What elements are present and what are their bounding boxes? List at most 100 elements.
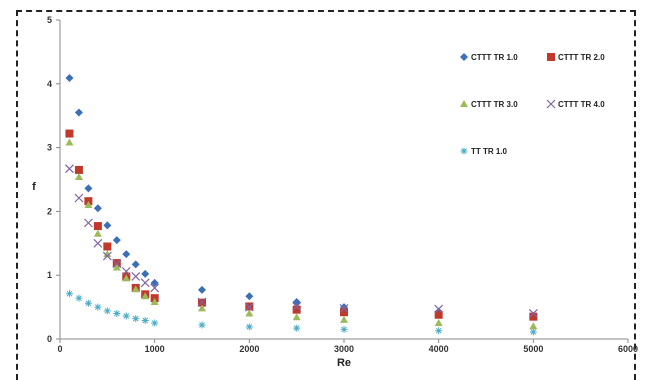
y-tick-label: 0 [47,334,52,344]
data-point [65,74,74,83]
data-point [112,263,121,271]
data-point [93,204,102,213]
y-tick-label: 2 [47,206,52,216]
data-point [198,285,206,294]
data-point [141,292,150,300]
data-point [132,315,140,323]
data-point [83,218,93,228]
x-tick-label: 3000 [334,344,354,354]
data-point [150,278,159,287]
data-point [151,319,159,327]
legend-marker [460,100,468,107]
data-point [102,251,112,261]
data-point [93,222,102,231]
x-tick-label: 6000 [618,344,638,354]
legend-entry: CTTT TR 1.0 [460,53,518,62]
data-point [103,221,112,230]
data-point [244,302,254,312]
legend-label: CTTT TR 2.0 [558,53,605,62]
data-point [435,327,443,335]
data-point [434,319,443,327]
data-point [293,324,301,332]
data-point [74,165,83,174]
data-point [340,315,348,323]
data-point [292,313,301,321]
data-point [112,236,121,245]
data-point [140,278,150,288]
legend-label: CTTT TR 1.0 [471,53,518,62]
data-point [340,308,348,317]
x-tick-label: 2000 [239,344,259,354]
data-point [292,305,301,314]
data-point [84,299,92,307]
data-point [131,285,140,293]
legend-entry: CTTT TR 2.0 [547,53,605,62]
series-4 [65,164,538,318]
data-point [65,138,74,146]
data-point [84,184,93,193]
data-point [198,321,206,329]
data-point [65,164,74,174]
axes: 0 1 2 3 4 5 0 1000 2000 3000 4000 5000 6000 [47,15,638,354]
y-tick-label: 4 [47,79,52,89]
data-point [131,260,140,269]
legend-label: CTTT TR 4.0 [558,100,605,109]
data-point [434,304,444,314]
data-point [93,229,102,237]
data-point [245,323,253,331]
data-point [94,303,102,311]
legend-entry: CTTT TR 4.0 [546,99,605,109]
x-tick-label: 5000 [523,344,543,354]
data-point [113,309,121,317]
data-point [528,309,538,318]
legend-entry: TT TR 1.0 [460,147,508,156]
data-point [339,303,349,313]
data-point [122,312,130,320]
data-point [198,304,206,312]
data-point [103,242,112,251]
data-point [292,297,301,306]
data-markers [65,74,538,336]
data-point [122,274,131,282]
data-point [65,290,73,298]
legend-marker [460,53,468,61]
data-point [131,272,141,281]
figure-frame [16,10,636,380]
legend-marker [546,99,556,109]
x-tick-label: 4000 [429,344,449,354]
y-axis-title: f [32,181,36,193]
legend: CTTT TR 1.0 CTTT TR 2.0 CTTT TR 3.0 CTTT TR… [460,53,605,156]
series-3 [65,138,538,330]
y-tick-label: 1 [47,270,52,280]
legend-label: TT TR 1.0 [471,147,508,156]
data-point [74,193,84,203]
data-point [141,316,149,324]
data-point [74,172,83,180]
data-point [150,283,160,293]
data-point [93,238,103,248]
data-point [245,309,254,317]
legend-entry: CTTT TR 3.0 [460,100,518,109]
data-point [340,325,348,333]
data-point [529,322,538,330]
data-point [84,201,93,209]
data-point [122,250,131,259]
legend-marker [460,147,468,155]
data-point [434,310,443,319]
data-point [197,297,207,307]
data-point [65,129,74,138]
legend-marker [547,53,555,61]
data-point [292,302,302,311]
x-tick-label: 1000 [145,344,165,354]
data-point [112,259,122,269]
series-1 [65,74,538,321]
x-tick-label: 0 [57,344,62,354]
data-point [74,108,83,117]
data-point [245,292,254,301]
data-point [103,250,112,258]
data-point [103,307,111,315]
data-point [529,328,537,336]
data-point [150,297,159,305]
y-tick-label: 5 [47,15,52,25]
